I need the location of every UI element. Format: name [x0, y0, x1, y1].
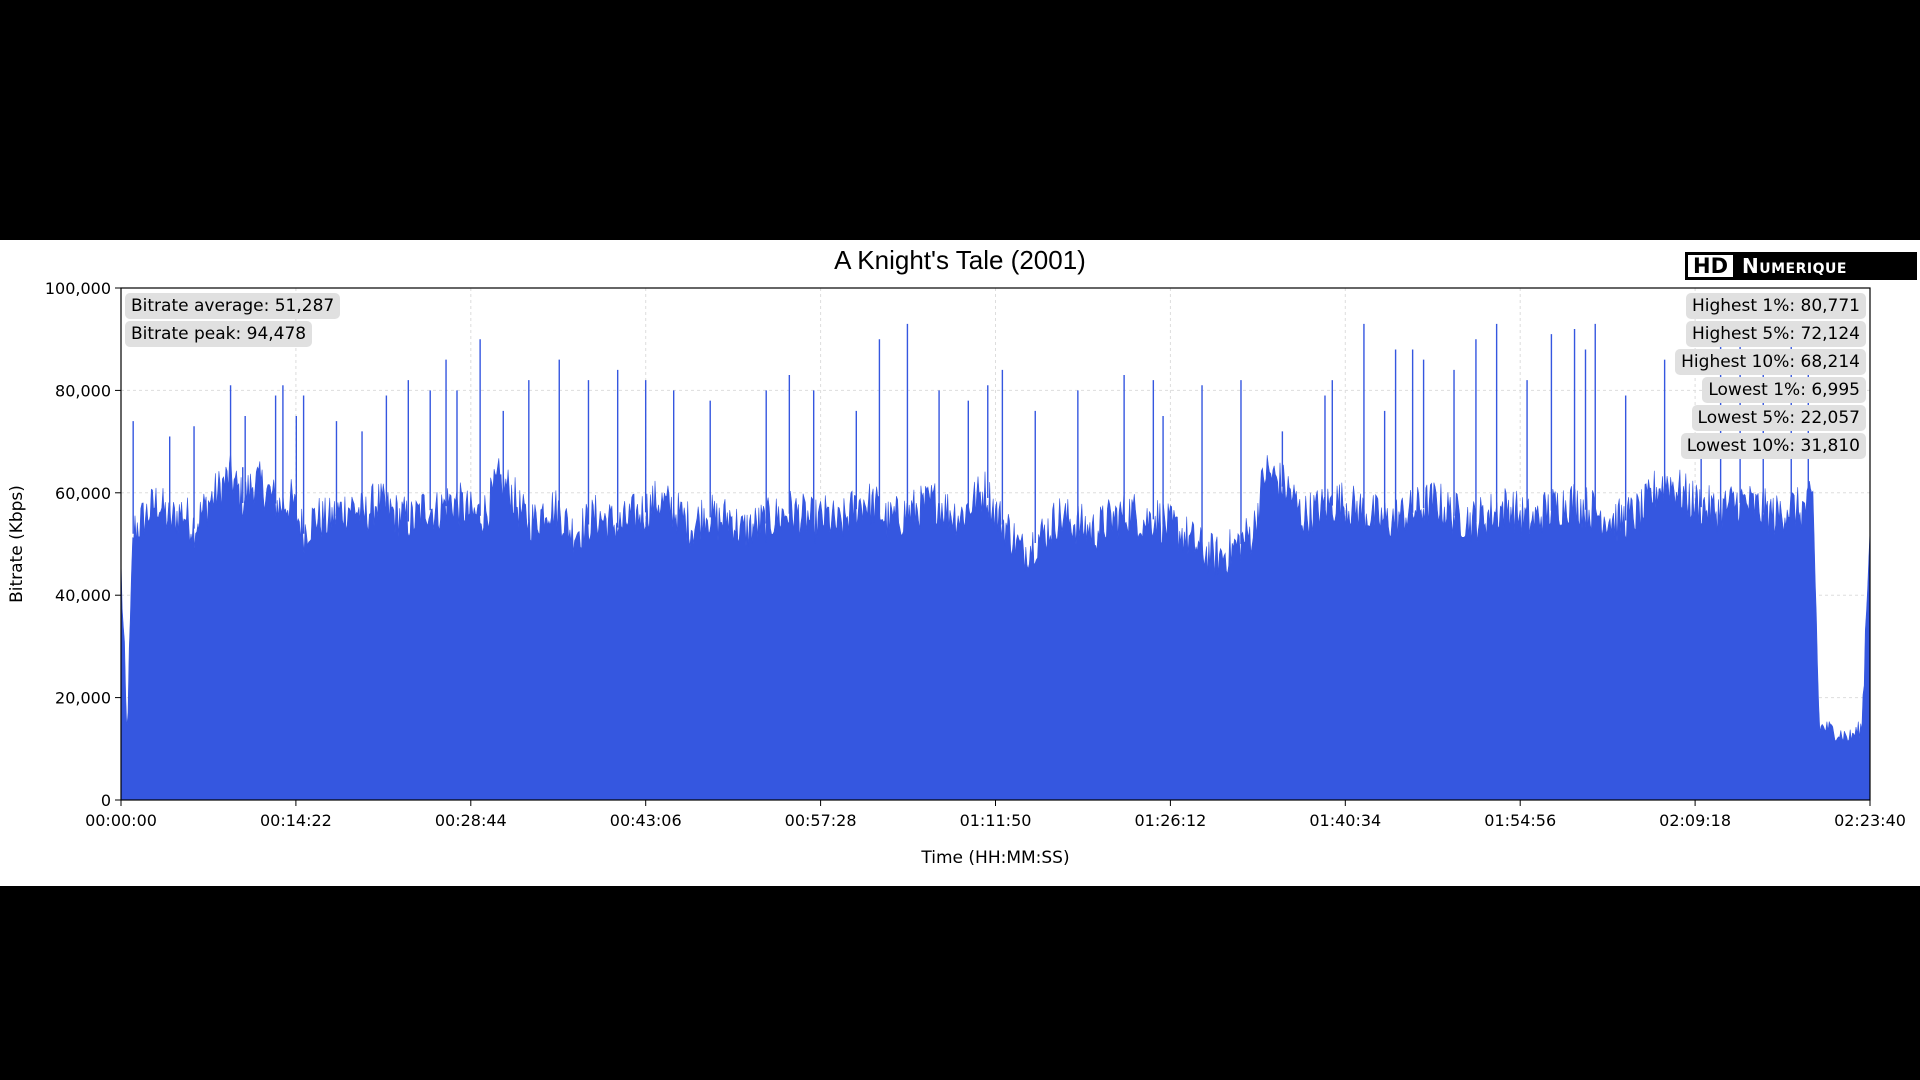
stat-right-box: Highest 1%: 80,771 — [1685, 293, 1866, 319]
logo-name-text: Numerique — [1736, 252, 1917, 280]
y-tick-label: 80,000 — [55, 381, 111, 400]
x-tick-label: 02:23:40 — [1834, 811, 1906, 830]
y-tick-label: 60,000 — [55, 484, 111, 503]
y-axis-label: Bitrate (Kbps) — [7, 485, 27, 603]
stat-right-box: Lowest 1%: 6,995 — [1702, 377, 1866, 403]
y-tick-label: 100,000 — [45, 279, 111, 298]
x-tick-label: 00:57:28 — [785, 811, 857, 830]
stat-right-box: Highest 10%: 68,214 — [1675, 349, 1866, 375]
stat-left-box: Bitrate peak: 94,478 — [125, 321, 313, 347]
stat-right-box: Highest 5%: 72,124 — [1685, 321, 1866, 347]
axis-ticks: 00:00:00 00:14:22 00:28:44 00:43:06 00:57:28… — [45, 279, 1906, 830]
hd-numerique-logo: HD Numerique — [1685, 252, 1917, 280]
bitrate-series — [120, 323, 1871, 801]
x-tick-label: 01:11:50 — [960, 811, 1032, 830]
chart-title: A Knight's Tale (2001) — [834, 245, 1086, 275]
stat-right-box: Lowest 5%: 22,057 — [1691, 405, 1866, 431]
stat-left-box: Bitrate average: 51,287 — [125, 293, 341, 319]
stat-right-box: Lowest 10%: 31,810 — [1680, 433, 1866, 459]
logo-hd-text: HD — [1685, 252, 1737, 280]
x-tick-label: 00:14:22 — [260, 811, 332, 830]
x-tick-label: 01:40:34 — [1309, 811, 1381, 830]
x-axis-label: Time (HH:MM:SS) — [920, 848, 1069, 868]
x-tick-label: 02:09:18 — [1659, 811, 1731, 830]
x-tick-label: 01:54:56 — [1484, 811, 1556, 830]
x-tick-label: 01:26:12 — [1134, 811, 1206, 830]
y-tick-label: 0 — [101, 791, 111, 810]
x-tick-label: 00:00:00 — [85, 811, 157, 830]
y-tick-label: 40,000 — [55, 586, 111, 605]
x-tick-label: 00:43:06 — [610, 811, 682, 830]
bitrate-area — [120, 452, 1871, 801]
x-tick-label: 00:28:44 — [435, 811, 507, 830]
y-tick-label: 20,000 — [55, 689, 111, 708]
